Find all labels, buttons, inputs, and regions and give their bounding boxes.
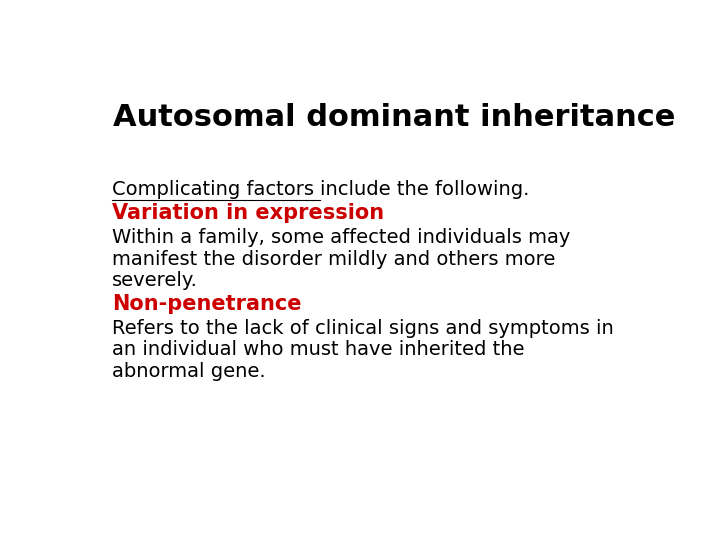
Text: Refers to the lack of clinical signs and symptoms in: Refers to the lack of clinical signs and… bbox=[112, 319, 613, 338]
Text: abnormal gene.: abnormal gene. bbox=[112, 362, 266, 381]
Text: Non-penetrance: Non-penetrance bbox=[112, 294, 301, 314]
Text: an individual who must have inherited the: an individual who must have inherited th… bbox=[112, 340, 524, 360]
Text: severely.: severely. bbox=[112, 271, 197, 290]
Text: include the following.: include the following. bbox=[320, 180, 529, 199]
Text: Autosomal dominant inheritance: Autosomal dominant inheritance bbox=[113, 103, 675, 132]
Text: manifest the disorder mildly and others more: manifest the disorder mildly and others … bbox=[112, 249, 555, 268]
Text: Variation in expression: Variation in expression bbox=[112, 204, 384, 224]
Text: Within a family, some affected individuals may: Within a family, some affected individua… bbox=[112, 228, 570, 247]
Text: Complicating factors: Complicating factors bbox=[112, 180, 320, 199]
